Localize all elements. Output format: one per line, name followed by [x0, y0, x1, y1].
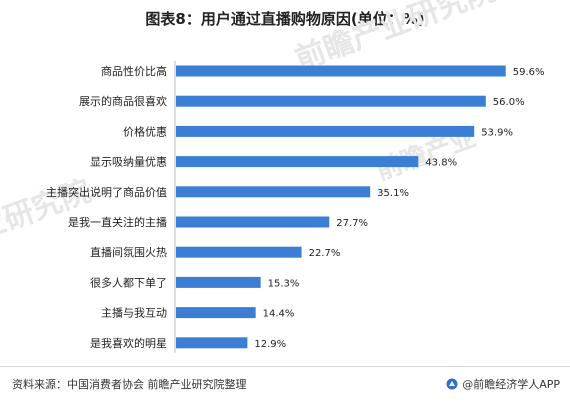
data-label: 22.7%: [309, 248, 341, 259]
category-label: 是我一直关注的主播: [68, 215, 167, 229]
data-label: 14.4%: [263, 309, 295, 320]
source-note: 资料来源：中国消费者协会 前瞻产业研究院整理: [12, 378, 247, 391]
category-label: 主播与我互动: [101, 306, 167, 320]
bar: [176, 307, 256, 319]
bar: [176, 246, 302, 258]
data-label: 27.7%: [336, 218, 368, 229]
data-label: 12.9%: [254, 339, 286, 350]
bar: [176, 186, 371, 198]
brand-text: @前瞻经济学人APP: [462, 378, 560, 391]
category-label: 直播间氛围火热: [90, 245, 167, 259]
category-label: 显示吸纳量优惠: [90, 155, 167, 169]
bar-chart: 前瞻产业研究院 业研究院 前瞻产业 商品性价比高 59.6% 展示的商品很喜欢 56.…: [0, 0, 545, 353]
category-label: 商品性价比高: [101, 64, 167, 78]
data-label: 15.3%: [268, 278, 300, 289]
data-label: 43.8%: [425, 158, 457, 169]
bar: [176, 216, 330, 228]
bar: [176, 95, 486, 107]
data-label: 59.6%: [513, 67, 545, 78]
category-label: 价格优惠: [123, 124, 167, 138]
category-label: 主播突出说明了商品价值: [46, 185, 167, 199]
data-label: 35.1%: [377, 188, 409, 199]
brand-credit: @前瞻经济学人APP: [446, 376, 560, 392]
watermark: 前瞻产业研究院 业研究院 前瞻产业: [0, 0, 500, 248]
qianzhan-logo-icon: [446, 378, 458, 390]
chart-title: 图表8：用户通过直播购物原因(单位：%): [145, 10, 425, 28]
category-label: 是我喜欢的明星: [90, 336, 167, 350]
footer: 资料来源：中国消费者协会 前瞻产业研究院整理 @前瞻经济学人APP: [0, 366, 570, 402]
bars-group: 商品性价比高 59.6% 展示的商品很喜欢 56.0% 价格优惠 53.9% 显示吸纳量优惠…: [46, 61, 545, 353]
bar: [176, 156, 419, 168]
data-label: 53.9%: [481, 127, 513, 138]
bar: [176, 276, 261, 288]
watermark-text-2: 业研究院: [0, 174, 95, 248]
category-label: 很多人都下单了: [90, 275, 167, 289]
bar: [176, 65, 506, 77]
category-label: 展示的商品很喜欢: [79, 94, 167, 108]
bar: [176, 125, 475, 137]
bar: [176, 337, 248, 349]
data-label: 56.0%: [493, 97, 525, 108]
